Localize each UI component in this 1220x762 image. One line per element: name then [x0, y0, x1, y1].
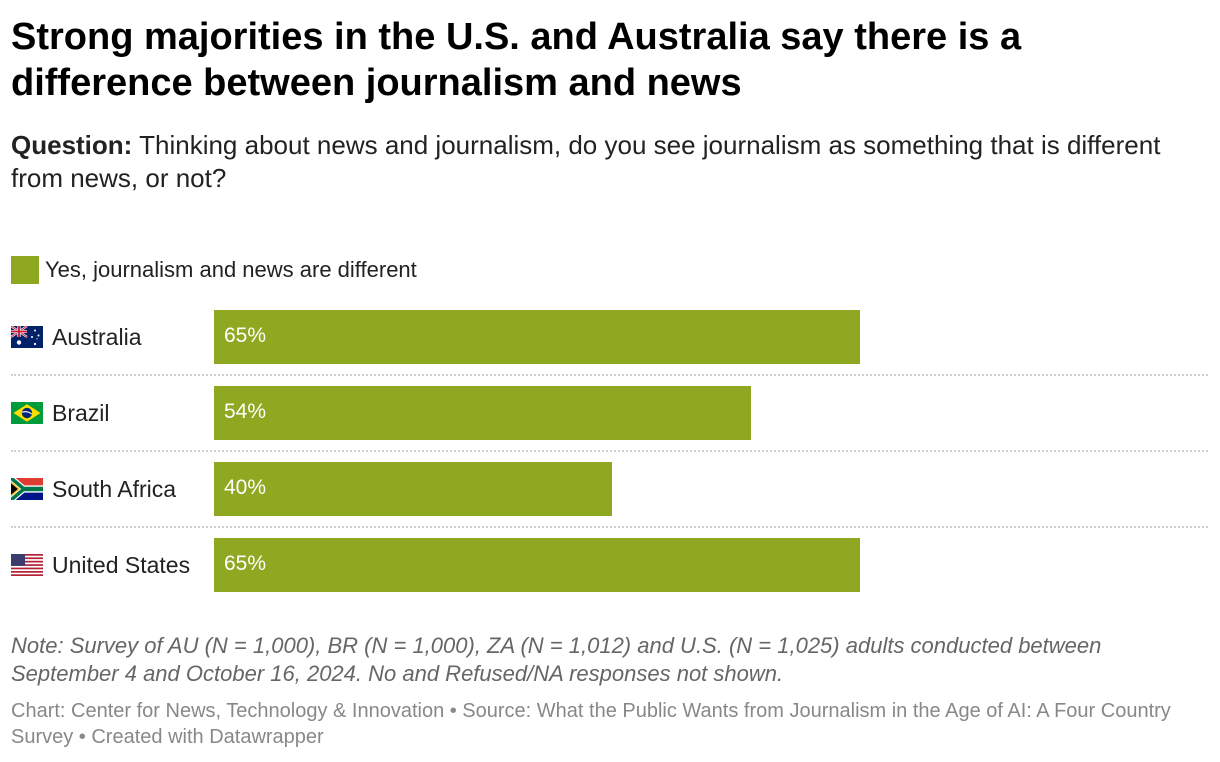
bar-value-label: 65%: [224, 324, 267, 347]
category-label: South Africa: [9, 462, 177, 516]
chart-title: Strong majorities in the U.S. and Austra…: [11, 16, 1022, 104]
flag-icon: [11, 402, 43, 424]
chart-note: Note: Survey of AU (N = 1,000), BR (N = …: [11, 633, 1102, 686]
row-divider: [11, 526, 1208, 528]
flag-icon: [10, 325, 43, 348]
country-name: United States: [52, 551, 191, 578]
bar-row: Brazil 54%: [11, 386, 1208, 440]
category-label: United States: [11, 538, 190, 592]
flag-icon: [11, 554, 43, 576]
category-label: Brazil: [11, 386, 110, 440]
row-divider: [11, 374, 1208, 376]
flag-icon: [9, 475, 43, 503]
legend-label: Yes, journalism and news are different: [45, 257, 417, 282]
row-divider: [11, 450, 1208, 452]
question-label: Question:: [11, 130, 133, 160]
bar: [214, 310, 860, 364]
legend: Yes, journalism and news are different: [11, 254, 417, 286]
country-name: Brazil: [52, 399, 110, 426]
bar-value-label: 54%: [224, 400, 267, 423]
bar: [214, 538, 860, 592]
bar-value-label: 65%: [224, 552, 267, 575]
bar-row: Australia 65%: [10, 310, 1208, 364]
bar: [214, 462, 612, 516]
category-label: Australia: [10, 310, 142, 364]
country-name: South Africa: [52, 475, 177, 502]
country-name: Australia: [52, 323, 142, 350]
legend-swatch: [11, 256, 39, 284]
bar: [214, 386, 751, 440]
bar-row: United States 65%: [11, 538, 1208, 592]
bar-value-label: 40%: [224, 476, 267, 499]
question-text: Thinking about news and journalism, do y…: [11, 130, 1161, 193]
chart-question: Question: Thinking about news and journa…: [11, 129, 1201, 195]
chart-credits: Chart: Center for News, Technology & Inn…: [11, 700, 1171, 748]
bar-row: South Africa 40%: [9, 462, 1208, 516]
